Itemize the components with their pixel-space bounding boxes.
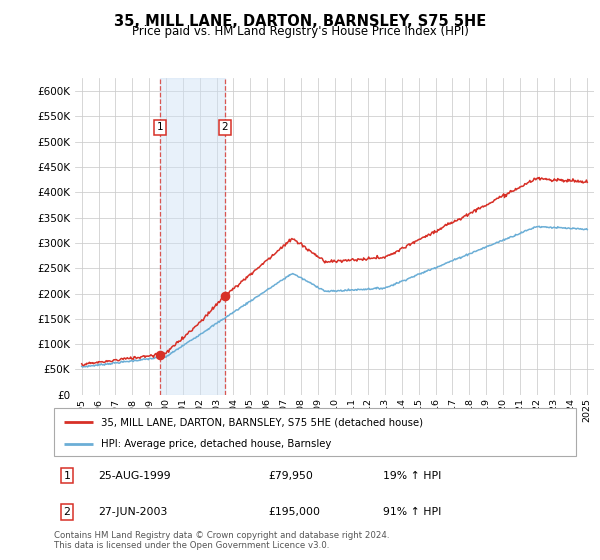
FancyBboxPatch shape [54,408,576,456]
Text: Contains HM Land Registry data © Crown copyright and database right 2024.
This d: Contains HM Land Registry data © Crown c… [54,531,389,550]
Text: Price paid vs. HM Land Registry's House Price Index (HPI): Price paid vs. HM Land Registry's House … [131,25,469,38]
Text: 1: 1 [64,471,70,481]
Text: 27-JUN-2003: 27-JUN-2003 [98,507,168,517]
Text: HPI: Average price, detached house, Barnsley: HPI: Average price, detached house, Barn… [101,439,331,449]
Text: 2: 2 [64,507,70,517]
Text: 35, MILL LANE, DARTON, BARNSLEY, S75 5HE: 35, MILL LANE, DARTON, BARNSLEY, S75 5HE [114,14,486,29]
Text: 91% ↑ HPI: 91% ↑ HPI [383,507,441,517]
Text: 1: 1 [157,123,163,133]
Text: 25-AUG-1999: 25-AUG-1999 [98,471,171,481]
Text: 2: 2 [221,123,228,133]
Text: 35, MILL LANE, DARTON, BARNSLEY, S75 5HE (detached house): 35, MILL LANE, DARTON, BARNSLEY, S75 5HE… [101,417,423,427]
Text: £195,000: £195,000 [268,507,320,517]
Text: 19% ↑ HPI: 19% ↑ HPI [383,471,441,481]
Bar [160,78,225,395]
Point [155,351,165,360]
Text: £79,950: £79,950 [268,471,313,481]
Point [220,292,230,301]
